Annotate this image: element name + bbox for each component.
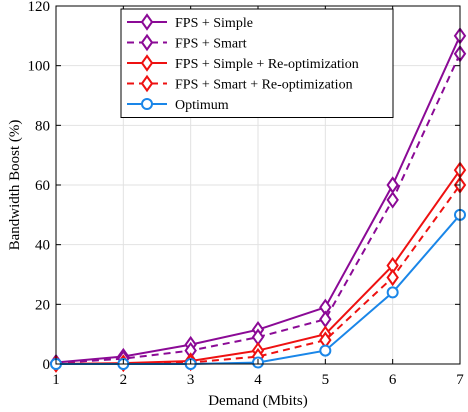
legend-marker — [140, 54, 154, 72]
legend-entry: FPS + Simple — [127, 13, 253, 31]
y-tick-label: 80 — [35, 118, 50, 134]
x-tick-label: 1 — [52, 372, 60, 388]
legend-label: Optimum — [175, 98, 229, 113]
y-tick-label: 120 — [28, 0, 51, 15]
legend-label: FPS + Smart + Re-optimization — [175, 78, 353, 93]
legend-marker — [140, 13, 154, 31]
x-tick-label: 4 — [254, 372, 262, 388]
legend-marker — [140, 33, 154, 52]
legend-label: FPS + Simple + Re-optimization — [175, 57, 359, 72]
x-axis-label: Demand (Mbits) — [208, 393, 308, 409]
x-tick-label: 6 — [389, 372, 397, 388]
legend-entry: Optimum — [127, 98, 229, 113]
x-tick-label: 7 — [456, 372, 464, 388]
data-point — [386, 191, 399, 209]
x-tick-label: 3 — [187, 372, 195, 388]
data-point — [386, 268, 399, 287]
legend-label: FPS + Smart — [175, 37, 247, 52]
x-tick-label: 2 — [120, 372, 128, 388]
y-tick-label: 60 — [35, 178, 50, 194]
x-tick-label: 5 — [322, 372, 330, 388]
legend: FPS + Simple FPS + Smart FPS + Simple + Re… — [120, 8, 394, 118]
legend-marker — [140, 74, 154, 93]
legend-label: FPS + Simple — [175, 16, 253, 31]
tick-layer: 1 2 3 4 5 6 7 0 20 40 60 80 100 120 — [28, 0, 465, 388]
legend-entry: FPS + Smart — [127, 33, 247, 52]
legend-entry: FPS + Smart + Re-optimization — [127, 74, 353, 93]
y-tick-label: 100 — [28, 59, 51, 75]
y-tick-label: 40 — [35, 238, 50, 254]
y-axis-label: Bandwidth Boost (%) — [7, 120, 23, 251]
y-tick-label: 0 — [43, 357, 51, 373]
legend-marker — [141, 98, 153, 110]
data-point — [386, 286, 399, 299]
legend-entry: FPS + Simple + Re-optimization — [127, 54, 359, 72]
data-point — [319, 344, 332, 357]
y-tick-label: 20 — [35, 297, 50, 313]
